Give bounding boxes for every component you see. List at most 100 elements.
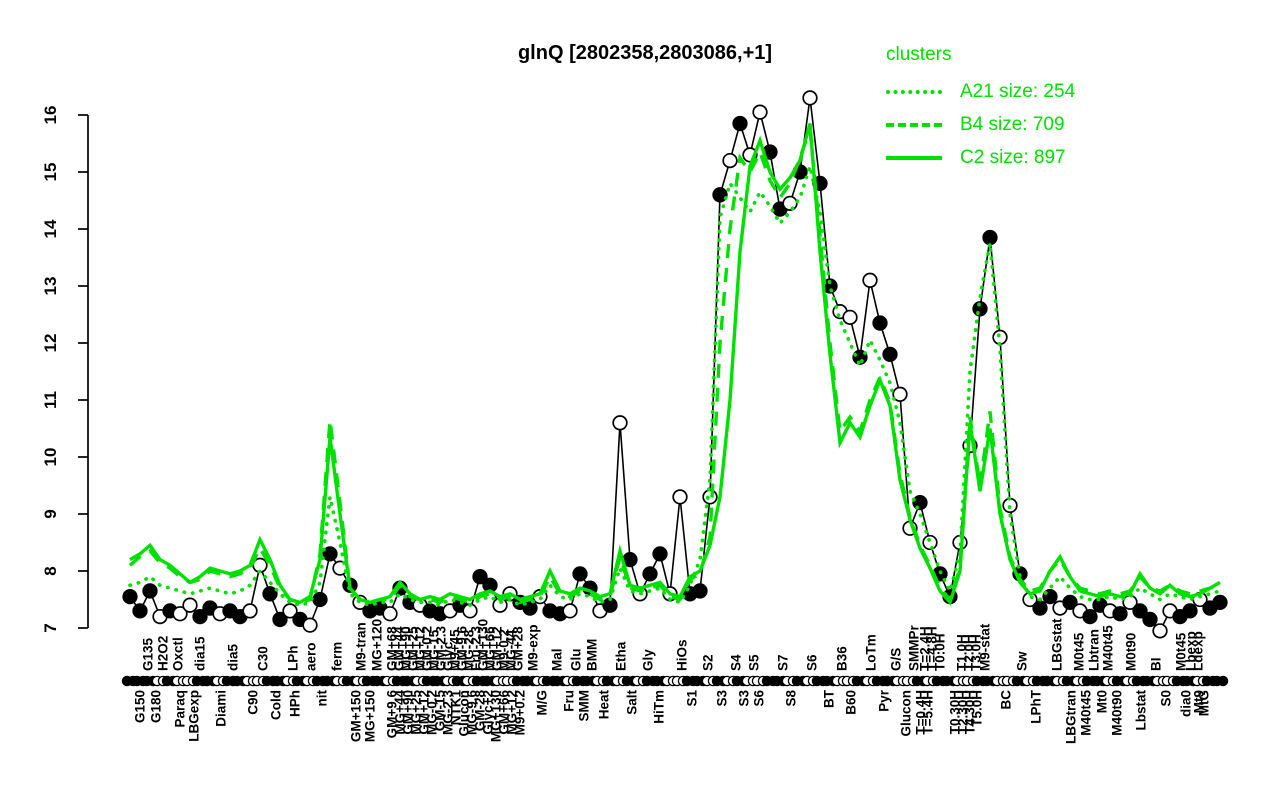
x-condition-label: MG-44 (504, 629, 519, 671)
legend-entry-label: C2 size: 897 (960, 146, 1066, 168)
filled-point-marker (322, 546, 338, 562)
x-condition-label: M40t45 (1101, 625, 1116, 671)
x-condition-label: MG+44 (393, 690, 408, 735)
x-condition-label: Lbtran (1087, 629, 1102, 671)
x-condition-label: Glucon (899, 690, 914, 737)
x-condition-label: S3 (715, 690, 730, 707)
x-condition-label: MG+90 (399, 626, 414, 671)
x-condition-label: M/G (535, 690, 550, 716)
x-condition-label: Cold (269, 690, 284, 720)
x-condition-label: HPh (288, 690, 303, 717)
x-condition-label: MG+12 (505, 690, 520, 735)
y-axis: 7 8 9 10 11 12 13 14 15 16 (41, 106, 89, 633)
legend-entry-label: B4 size: 709 (960, 113, 1065, 135)
x-condition-label: G180 (149, 690, 164, 723)
filled-point-marker (262, 586, 278, 602)
x-condition-label: M40t90 (1110, 690, 1125, 736)
y-tick-label: 16 (41, 106, 60, 125)
x-condition-label: aero (304, 642, 319, 671)
x-axis-points-rug (121, 675, 1229, 687)
x-condition-label: Etha (614, 641, 629, 671)
filled-point-marker (1062, 594, 1078, 610)
x-condition-label: T=0.4H (914, 690, 929, 735)
x-condition-label: GM+90 (401, 690, 416, 735)
x-condition-label: S8 (784, 690, 799, 707)
filled-point-marker (912, 494, 928, 511)
cluster-legend: clusters A21 size: 254 B4 size: 709 C2 s… (886, 44, 1146, 174)
x-condition-label: T3.0H (969, 634, 984, 671)
filled-point-marker (1112, 606, 1128, 622)
filled-point-marker (872, 315, 888, 331)
x-labels-upper-row: G135 H2O2 Oxctl dia15 dia5 C30 LPh aero ferm M9-t… (141, 618, 1206, 671)
x-condition-label: Mt9 (1192, 690, 1207, 713)
open-point-marker (562, 603, 578, 619)
x-condition-label: MG+120 (370, 619, 385, 671)
x-condition-label: M9+45 (448, 629, 463, 671)
y-tick-label: 13 (41, 277, 60, 296)
cluster-mean-curves (128, 123, 1222, 608)
x-condition-label: S3 (737, 690, 752, 707)
filled-point-marker (642, 566, 658, 582)
open-point-marker (302, 617, 318, 633)
x-condition-label: B60 (844, 690, 859, 715)
legend-entry-a21: A21 size: 254 (886, 75, 1146, 108)
x-condition-label: ferm (330, 642, 345, 671)
y-tick-label: 15 (41, 163, 60, 182)
x-condition-label: MG-15 (427, 629, 442, 671)
x-condition-label: LBGstat (1050, 618, 1065, 671)
filled-point-marker (1182, 603, 1198, 619)
filled-point-marker (1142, 611, 1158, 628)
x-condition-label: GM-0.2 (420, 626, 435, 671)
filled-point-marker (732, 115, 748, 132)
open-point-marker (282, 603, 298, 619)
x-condition-label: T=2.4H (918, 626, 933, 671)
x-condition-label: MG+25 (409, 690, 424, 735)
x-condition-label: GM+12 (490, 626, 505, 671)
y-tick-label: 11 (41, 391, 60, 409)
y-tick-label: 12 (41, 334, 60, 353)
legend-entry-label: A21 size: 254 (960, 80, 1076, 102)
x-condition-label: MG+150 (363, 690, 378, 742)
x-condition-label: Glu (569, 649, 584, 672)
filled-point-marker (472, 569, 488, 585)
x-condition-label: BT (822, 689, 837, 708)
x-condition-label: MG-9.6 (465, 690, 480, 736)
x-condition-label: G150 (133, 690, 148, 723)
filled-point-marker (122, 589, 138, 605)
y-tick-label: 14 (41, 219, 60, 238)
x-condition-label: T0:0H (933, 633, 948, 671)
x-condition-label: Heat (597, 690, 612, 720)
x-condition-label: Glyc (441, 641, 456, 671)
x-condition-label: GM+9.6 (385, 690, 400, 739)
x-condition-label: Paraq (173, 690, 188, 728)
x-condition-label: LPh (286, 646, 301, 672)
x-condition-label: GM+12 (417, 690, 432, 735)
x-condition-label: Mt0 (1095, 690, 1110, 713)
open-point-marker (1152, 623, 1168, 639)
x-condition-label: M9-exp (526, 624, 541, 671)
x-condition-label: M9-0.2 (497, 629, 512, 671)
cluster-curve-solid (129, 123, 1221, 606)
x-condition-label: Sw (1015, 651, 1030, 671)
filled-point-marker (192, 608, 208, 625)
x-condition-label: Oxctl (171, 637, 186, 671)
x-condition-label: NTK1 (449, 690, 464, 726)
x-condition-label: MG+66 (483, 626, 498, 671)
open-point-marker (922, 534, 938, 551)
x-condition-label: Fru-2.3 (469, 625, 484, 671)
y-tick-label: 8 (41, 566, 60, 575)
filled-point-marker (272, 611, 288, 628)
open-point-marker (802, 90, 818, 106)
x-condition-label: S1 (685, 690, 700, 707)
x-condition-label: M9-tran (354, 622, 369, 671)
x-condition-label: SMMPr (907, 625, 922, 672)
filled-point-marker (692, 583, 708, 599)
x-condition-label: G135 (141, 637, 156, 671)
x-condition-label: T1.0H (955, 634, 970, 671)
x-condition-label: S6 (805, 654, 820, 671)
x-condition-label: S4 (729, 654, 744, 671)
cluster-curve-dashed (128, 128, 1221, 605)
x-condition-label: LPhT (1029, 689, 1044, 723)
x-condition-label: T2.0H (962, 634, 977, 671)
